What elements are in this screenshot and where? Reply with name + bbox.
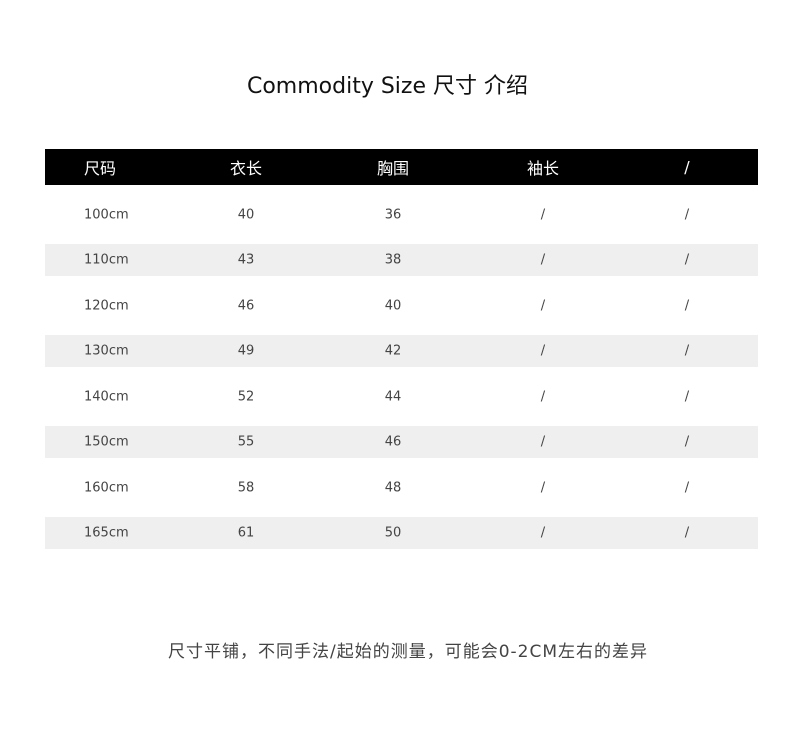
table-row: 165cm 61 50 / / [45,517,758,549]
table-cell: 48 [384,480,402,495]
table-cell: 150cm [84,434,129,450]
table-cell: 42 [384,343,402,359]
table-cell: 110cm [84,252,129,268]
table-cell: 46 [384,434,402,450]
table-cell: / [684,434,690,450]
table-cell: / [684,389,690,404]
column-header: 胸围 [376,159,410,178]
table-cell: / [540,389,546,404]
table-cell: 40 [384,298,402,313]
table-row: 100cm 40 36 / / [45,185,758,244]
size-table: 尺码 衣长 胸围 袖长 / 100cm 40 36 / / 110cm 43 38 / / 120cm 46 40… [45,149,758,549]
table-row: 120cm 46 40 / / [45,276,758,335]
table-cell: / [684,252,690,268]
table-cell: / [540,252,546,268]
column-header: / [684,157,690,177]
table-cell: 43 [237,252,255,268]
table-row: 140cm 52 44 / / [45,367,758,426]
column-header: 尺码 [84,159,117,178]
table-cell: 46 [237,298,255,313]
table-cell: 40 [237,207,255,222]
page-title: Commodity Size 尺寸 介绍 [246,74,528,99]
table-cell: 61 [237,525,255,541]
table-cell: 55 [237,434,255,450]
table-cell: / [540,207,546,222]
table-row: 110cm 43 38 / / [45,244,758,276]
table-cell: 160cm [84,480,129,495]
table-cell: / [540,525,546,541]
table-cell: 50 [384,525,402,541]
table-cell: 165cm [84,525,129,541]
table-cell: / [540,434,546,450]
table-cell: 120cm [84,298,129,313]
table-cell: / [684,298,690,313]
table-cell: 38 [384,252,402,268]
table-row: 130cm 49 42 / / [45,335,758,367]
table-row: 160cm 58 48 / / [45,458,758,517]
column-header: 衣长 [229,159,263,178]
table-cell: 44 [384,389,402,404]
table-cell: 130cm [84,343,129,359]
table-cell: / [540,480,546,495]
measurement-note: 尺寸平铺，不同手法/起始的测量，可能会0-2CM左右的差异 [167,642,649,662]
table-cell: / [540,298,546,313]
table-cell: / [684,525,690,541]
table-cell: / [540,343,546,359]
table-cell: 140cm [84,389,129,404]
table-cell: 100cm [84,207,129,222]
table-cell: / [684,207,690,222]
table-cell: / [684,480,690,495]
table-header: 尺码 衣长 胸围 袖长 / [45,149,758,185]
table-row: 150cm 55 46 / / [45,426,758,458]
column-header: 袖长 [526,159,560,178]
table-cell: 36 [384,207,402,222]
table-cell: 58 [237,480,255,495]
table-cell: / [684,343,690,359]
table-cell: 52 [237,389,255,404]
table-cell: 49 [237,343,255,359]
